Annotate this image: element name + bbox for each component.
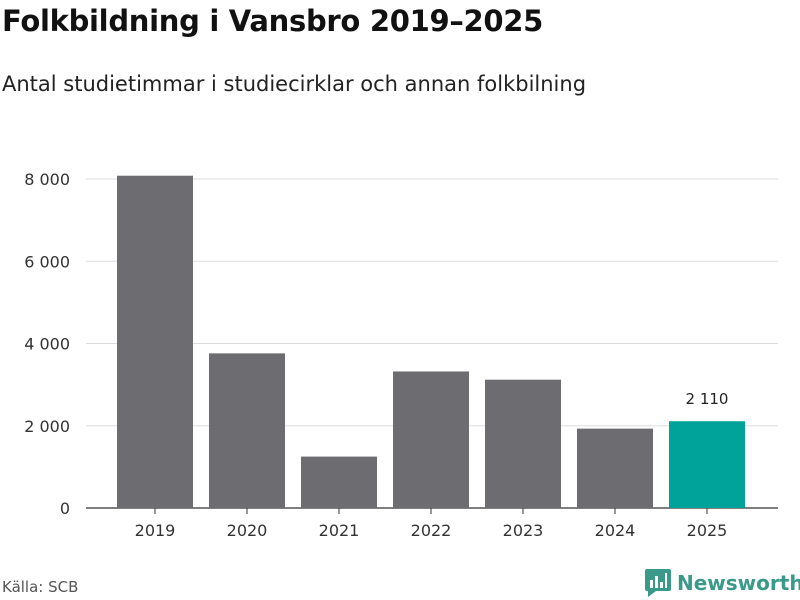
bars — [117, 175, 745, 508]
chart-subtitle: Antal studietimmar i studiecirklar och a… — [2, 72, 587, 96]
x-axis-ticks: 2019 2020 2021 2022 2023 2024 2025 — [135, 508, 728, 540]
x-tick-label: 2024 — [595, 521, 636, 540]
x-tick-label: 2019 — [135, 521, 176, 540]
x-tick-label: 2020 — [227, 521, 268, 540]
chart-title: Folkbildning i Vansbro 2019–2025 — [2, 4, 544, 38]
bar — [393, 371, 469, 508]
x-tick-label: 2025 — [687, 521, 728, 540]
bar — [485, 379, 561, 508]
x-tick-label: 2023 — [503, 521, 544, 540]
data-label: 2 110 — [686, 390, 729, 408]
brand-logo[interactable]: Newsworthy — [645, 569, 800, 597]
newsworthy-logo-icon — [645, 569, 671, 597]
y-tick-label: 2 000 — [24, 417, 70, 436]
y-tick-label: 6 000 — [24, 252, 70, 271]
source-note: Källa: SCB — [2, 578, 79, 596]
bar — [577, 428, 653, 508]
bar — [209, 353, 285, 508]
x-tick-label: 2022 — [411, 521, 452, 540]
y-axis-ticks: 0 2 000 4 000 6 000 8 000 — [24, 170, 70, 518]
x-tick-label: 2021 — [319, 521, 360, 540]
bar — [669, 421, 745, 508]
bar — [301, 456, 377, 508]
y-tick-label: 0 — [60, 499, 70, 518]
bar — [117, 175, 193, 508]
data-labels: 2 110 — [686, 390, 729, 408]
y-tick-label: 8 000 — [24, 170, 70, 189]
y-tick-label: 4 000 — [24, 335, 70, 354]
brand-name: Newsworthy — [677, 571, 800, 595]
